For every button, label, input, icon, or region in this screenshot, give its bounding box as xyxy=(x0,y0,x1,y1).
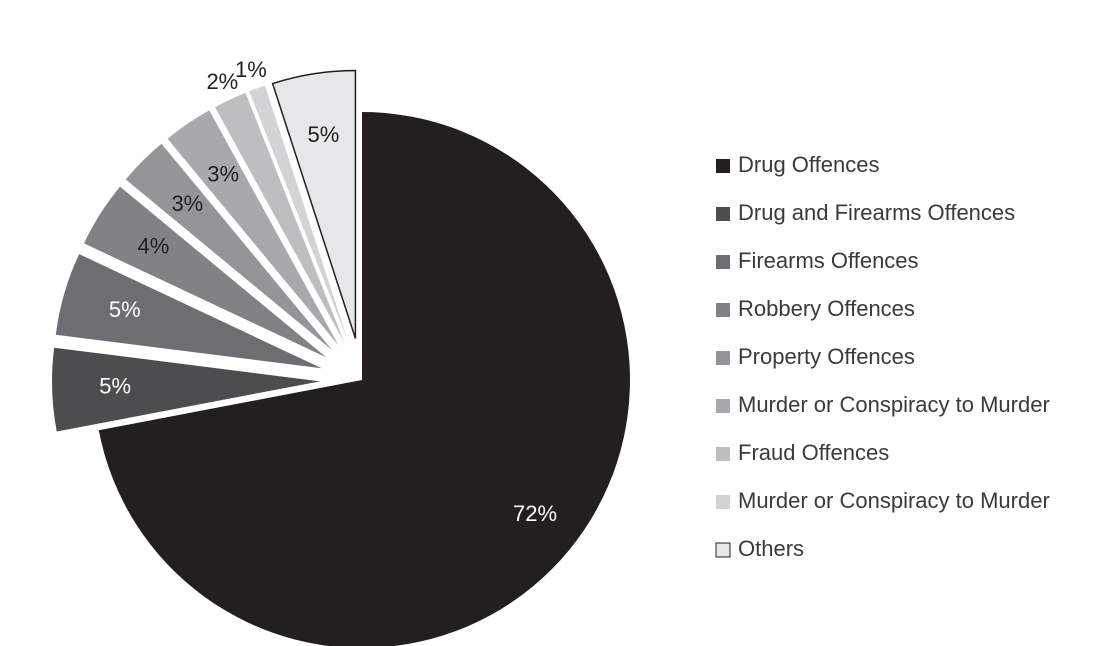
pie-slice-murder-or-conspiracy-to-murder xyxy=(249,85,348,341)
legend-item: Drug Offences xyxy=(716,152,879,177)
pie-slice-robbery-offences xyxy=(84,186,327,358)
slice-value-label: 1% xyxy=(235,57,267,82)
legend-label: Others xyxy=(738,536,804,561)
legend-swatch xyxy=(716,159,730,173)
legend-label: Firearms Offences xyxy=(738,248,919,273)
legend-swatch xyxy=(716,351,730,365)
slice-value-label: 5% xyxy=(99,374,131,399)
legend-label: Property Offences xyxy=(738,344,915,369)
slice-value-label: 5% xyxy=(307,122,339,147)
pie-slice-others xyxy=(271,69,357,339)
pie-slice-fraud-offences xyxy=(215,92,345,342)
legend-swatch xyxy=(716,303,730,317)
legend-swatch xyxy=(716,447,730,461)
legend-label: Drug and Firearms Offences xyxy=(738,200,1015,225)
legend-swatch xyxy=(715,542,731,558)
legend-swatch xyxy=(716,207,730,221)
pie-slice-property-offences xyxy=(125,143,333,351)
legend-item: Murder or Conspiracy to Murder xyxy=(716,488,1050,513)
legend-item: Robbery Offences xyxy=(716,296,915,321)
legend-label: Murder or Conspiracy to Murder xyxy=(738,488,1050,513)
pie-slice-firearms-offences xyxy=(55,254,322,369)
legend-label: Murder or Conspiracy to Murder xyxy=(738,392,1050,417)
pie-slice-drug-and-firearms-offences xyxy=(52,347,321,432)
legend-swatch xyxy=(716,399,730,413)
slice-value-label: 5% xyxy=(109,297,141,322)
legend-label: Fraud Offences xyxy=(738,440,889,465)
legend: Drug Offences Drug and Firearms Offences F… xyxy=(715,152,1050,561)
pie-slice-drug-offences xyxy=(98,112,630,646)
legend-item: Others xyxy=(715,536,804,561)
legend-item: Murder or Conspiracy to Murder xyxy=(716,392,1050,417)
slice-labels: 72%5%5%4%3%3%2%1%5% xyxy=(99,57,557,526)
slice-value-label: 2% xyxy=(206,69,238,94)
legend-item: Fraud Offences xyxy=(716,440,889,465)
slice-value-label: 4% xyxy=(138,233,170,258)
slice-value-label: 72% xyxy=(513,501,557,526)
pie-slices xyxy=(52,69,630,646)
legend-item: Property Offences xyxy=(716,344,915,369)
legend-item: Firearms Offences xyxy=(716,248,919,273)
pie-slice-murder-or-conspiracy-to-murder xyxy=(167,110,339,346)
legend-swatch xyxy=(716,495,730,509)
legend-swatch xyxy=(716,255,730,269)
legend-item: Drug and Firearms Offences xyxy=(716,200,1015,225)
legend-label: Drug Offences xyxy=(738,152,879,177)
slice-value-label: 3% xyxy=(171,191,203,216)
legend-label: Robbery Offences xyxy=(738,296,915,321)
slice-value-label: 3% xyxy=(207,162,239,187)
